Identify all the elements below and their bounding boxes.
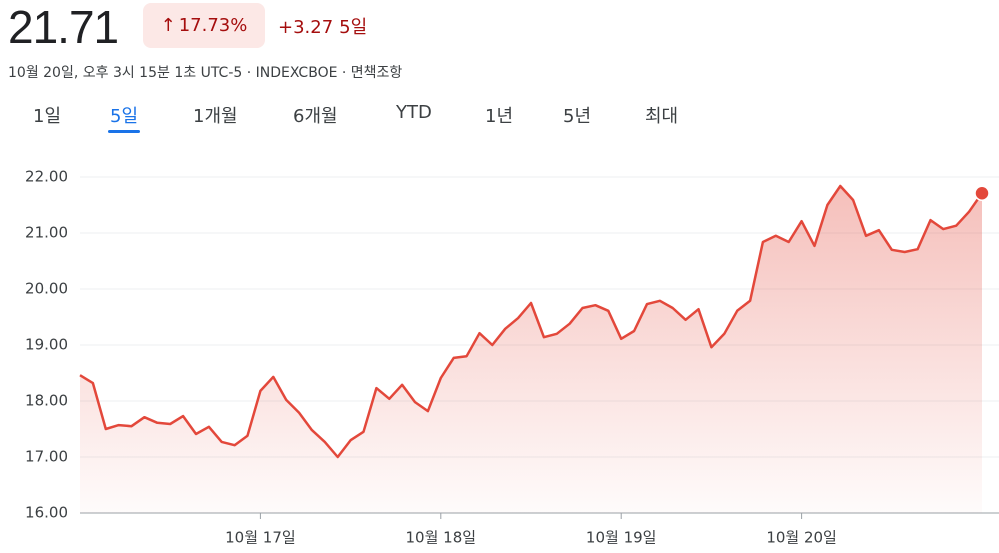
x-tick-label: 10월 17일 [225,529,296,547]
area-fill [80,186,982,513]
change-value: +3.27 [278,17,334,38]
range-tab[interactable]: 5년 [563,106,592,127]
y-tick-label: 21.00 [25,224,68,242]
last-point [974,185,990,201]
x-tick-label: 10월 18일 [406,529,477,547]
price: 21.71 [8,1,119,53]
range-tab[interactable]: 1년 [485,106,514,127]
range-tab[interactable]: 5일 [107,102,141,133]
x-tick-label: 10월 19일 [586,529,657,547]
y-tick-label: 20.00 [25,280,68,298]
y-tick-label: 18.00 [25,392,68,410]
y-tick-label: 16.00 [25,504,68,522]
range-tab[interactable]: 1개월 [193,106,238,127]
x-tick-label: 10월 20일 [766,529,837,547]
subtitle: 10월 20일, 오후 3시 15분 1초 UTC-5 · INDEXCBOE … [8,65,403,81]
change-percent: 17.73% [178,15,248,36]
range-tab[interactable]: 최대 [645,106,679,127]
change: +3.27 5일 [278,13,373,39]
range-tab[interactable]: YTD [396,102,432,123]
range-tab[interactable]: 1일 [33,106,62,127]
y-tick-label: 17.00 [25,448,68,466]
price-line [79,184,984,459]
y-tick-label: 22.00 [25,168,68,186]
period: 5일 [339,17,368,38]
y-tick-label: 19.00 [25,336,68,354]
arrow-up: ↑ [160,15,176,36]
range-tab[interactable]: 6개월 [293,106,338,127]
change-badge: ↑ 17.73% [143,3,265,48]
